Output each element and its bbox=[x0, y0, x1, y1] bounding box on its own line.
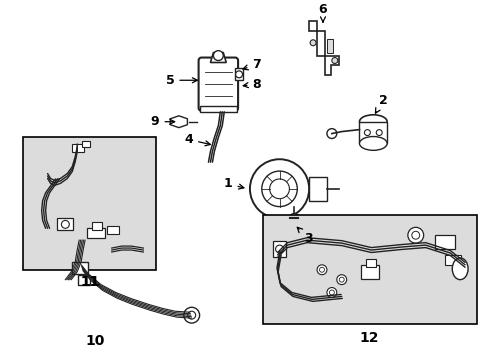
Text: 10: 10 bbox=[85, 334, 104, 348]
Text: 4: 4 bbox=[184, 133, 210, 146]
Bar bbox=[359, 122, 386, 143]
Circle shape bbox=[213, 51, 223, 60]
Circle shape bbox=[289, 213, 299, 224]
Text: 1: 1 bbox=[224, 177, 244, 190]
Circle shape bbox=[375, 130, 382, 135]
Circle shape bbox=[407, 227, 423, 243]
Polygon shape bbox=[308, 21, 338, 75]
Bar bbox=[57, 219, 73, 230]
Text: 3: 3 bbox=[297, 227, 312, 245]
Text: 11: 11 bbox=[80, 275, 100, 289]
Circle shape bbox=[326, 129, 336, 139]
Circle shape bbox=[261, 171, 297, 207]
Circle shape bbox=[249, 159, 308, 219]
Bar bbox=[72, 144, 84, 152]
Circle shape bbox=[364, 130, 369, 135]
Text: 7: 7 bbox=[243, 58, 261, 71]
Ellipse shape bbox=[451, 258, 467, 280]
Circle shape bbox=[235, 71, 242, 78]
Ellipse shape bbox=[359, 115, 386, 129]
Text: 11: 11 bbox=[80, 275, 100, 289]
Bar bbox=[361, 265, 379, 279]
Bar bbox=[72, 262, 88, 274]
Bar bbox=[445, 255, 460, 265]
Circle shape bbox=[183, 307, 199, 323]
FancyBboxPatch shape bbox=[198, 58, 238, 111]
Circle shape bbox=[336, 275, 346, 285]
Text: 5: 5 bbox=[165, 74, 197, 87]
Text: 2: 2 bbox=[375, 94, 387, 113]
Circle shape bbox=[275, 245, 283, 253]
Bar bbox=[326, 39, 332, 53]
Text: 6: 6 bbox=[318, 3, 326, 22]
Text: 12: 12 bbox=[359, 331, 378, 345]
Bar bbox=[199, 106, 237, 112]
Bar bbox=[82, 141, 90, 147]
Bar bbox=[272, 241, 286, 257]
Bar bbox=[308, 177, 326, 201]
Bar bbox=[23, 136, 156, 270]
Circle shape bbox=[269, 179, 289, 199]
Text: 8: 8 bbox=[243, 78, 261, 91]
Circle shape bbox=[326, 288, 336, 297]
Circle shape bbox=[339, 277, 344, 282]
Polygon shape bbox=[170, 116, 187, 128]
Bar bbox=[106, 226, 119, 234]
Bar bbox=[262, 216, 476, 324]
Ellipse shape bbox=[359, 136, 386, 150]
Circle shape bbox=[61, 220, 69, 228]
Bar bbox=[235, 68, 243, 80]
Bar bbox=[435, 235, 454, 249]
Text: 9: 9 bbox=[151, 115, 174, 128]
Polygon shape bbox=[210, 53, 226, 63]
Circle shape bbox=[329, 290, 334, 295]
Circle shape bbox=[187, 311, 195, 319]
Bar bbox=[92, 222, 102, 230]
Circle shape bbox=[319, 267, 324, 272]
Bar bbox=[366, 259, 375, 267]
Circle shape bbox=[331, 58, 337, 63]
Bar bbox=[87, 228, 104, 238]
Circle shape bbox=[411, 231, 419, 239]
Circle shape bbox=[309, 40, 315, 46]
Bar bbox=[78, 275, 90, 285]
Circle shape bbox=[316, 265, 326, 275]
